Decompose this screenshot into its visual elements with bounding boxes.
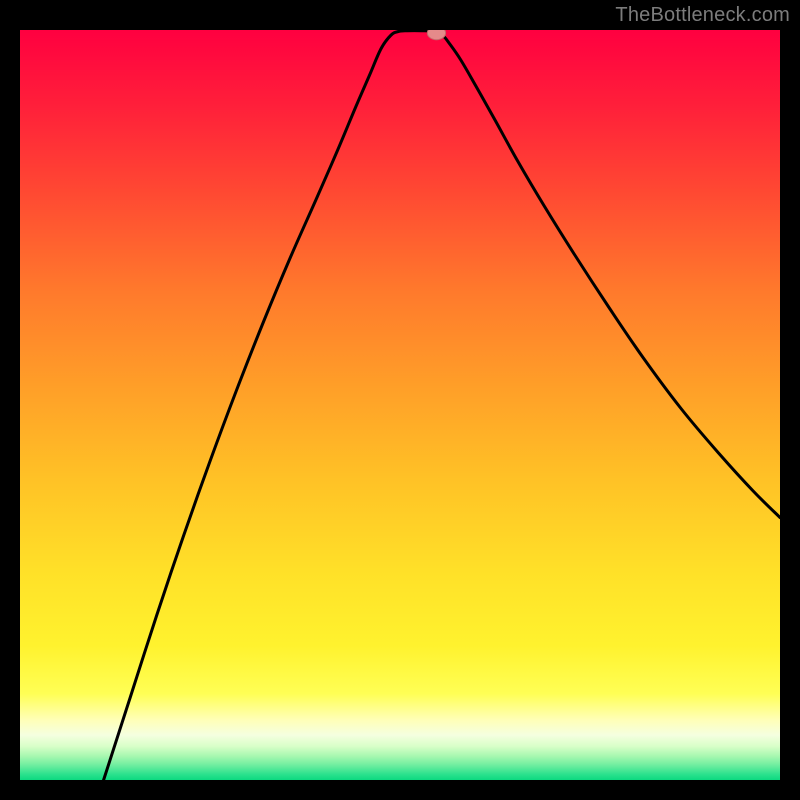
- plot-area: [20, 30, 780, 780]
- chart-frame: TheBottleneck.com: [0, 0, 800, 800]
- watermark-text: TheBottleneck.com: [615, 4, 790, 27]
- gradient-background: [20, 30, 780, 780]
